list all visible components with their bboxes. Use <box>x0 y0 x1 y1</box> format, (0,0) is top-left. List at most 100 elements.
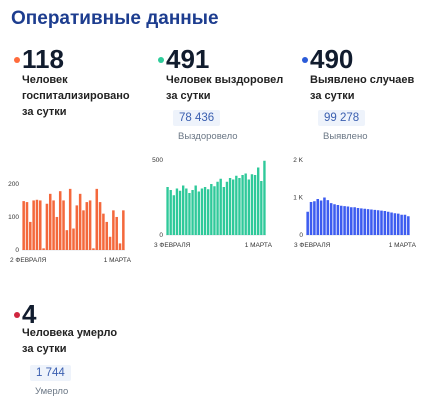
recovered-description: Человек выздоровел за сутки <box>166 74 284 102</box>
bar <box>216 181 219 235</box>
bar <box>396 213 400 236</box>
bar <box>62 200 65 250</box>
y-tick-label: 0 <box>159 232 163 239</box>
bar <box>225 181 229 235</box>
bar <box>39 200 42 250</box>
bar <box>407 216 410 235</box>
deaths-dot-icon <box>14 312 20 318</box>
bar <box>194 185 197 235</box>
bar <box>346 206 350 235</box>
bar <box>326 200 330 236</box>
bar <box>253 175 257 235</box>
x-label-start: 3 ФЕВРАЛЯ <box>154 242 191 249</box>
bar <box>350 207 353 235</box>
bar <box>102 213 105 250</box>
x-label-end: 1 МАРТА <box>389 242 417 249</box>
detected-description: Выявлено случаев за сутки <box>310 74 415 102</box>
bar <box>356 208 360 235</box>
bar <box>45 203 49 250</box>
bar <box>238 178 241 235</box>
bar <box>390 212 393 235</box>
bar <box>175 188 179 235</box>
x-label-end: 1 МАРТА <box>245 242 273 249</box>
bar <box>313 201 316 235</box>
bar <box>247 179 251 235</box>
bar <box>197 191 201 235</box>
deaths-total: 1 744 <box>30 365 71 381</box>
bar <box>112 210 115 250</box>
bar <box>55 216 59 250</box>
hospitalized-dot-icon <box>14 57 20 63</box>
bar <box>309 202 313 235</box>
bar <box>250 174 254 235</box>
detected-dot-icon <box>302 57 308 63</box>
bar <box>185 188 188 235</box>
bar <box>241 175 244 235</box>
bar <box>232 179 235 235</box>
bar <box>370 209 373 235</box>
bar <box>263 160 266 235</box>
bar <box>191 190 194 235</box>
bar <box>319 200 323 235</box>
bar <box>35 199 39 250</box>
bar <box>386 211 390 235</box>
x-label-end: 1 МАРТА <box>104 257 132 264</box>
detected-count: 490 <box>310 44 354 74</box>
bar <box>108 236 112 250</box>
bar <box>32 200 35 250</box>
deaths-total-label: Умерло <box>35 386 69 397</box>
bar <box>98 202 102 250</box>
bar <box>363 208 366 235</box>
bar <box>182 185 185 235</box>
bar <box>329 203 333 236</box>
detected-total-label: Выявлено <box>323 131 368 142</box>
y-tick-label: 0 <box>299 232 303 239</box>
bar <box>65 230 69 250</box>
bar <box>353 207 356 235</box>
bar <box>339 205 343 235</box>
bar <box>42 248 45 250</box>
bar <box>380 210 383 236</box>
bar <box>207 189 210 235</box>
bar <box>316 199 320 235</box>
y-tick-label: 2 K <box>293 157 303 164</box>
recovered-chart: 500 0 3 ФЕВРАЛЯ 1 МАРТА <box>152 157 273 249</box>
bar <box>115 216 118 250</box>
bar <box>400 214 403 235</box>
bar <box>88 200 92 250</box>
deaths-description: Человека умерло за сутки <box>22 327 118 355</box>
y-tick-label: 1 K <box>293 195 303 202</box>
y-tick-label: 200 <box>8 181 19 188</box>
x-label-start: 3 ФЕВРАЛЯ <box>294 242 331 249</box>
recovered-total: 78 436 <box>173 110 221 126</box>
bar <box>222 187 226 235</box>
bar <box>403 214 407 235</box>
bar <box>25 202 29 250</box>
bar <box>95 188 99 250</box>
bar <box>122 210 125 250</box>
bar <box>78 193 82 250</box>
bar <box>52 200 55 250</box>
bar <box>343 206 346 236</box>
page-title: Оперативные данные <box>11 8 219 29</box>
bar <box>393 213 397 235</box>
bar <box>200 188 204 235</box>
bar <box>244 173 247 235</box>
bar <box>203 187 207 235</box>
bar <box>75 205 79 250</box>
bar <box>366 209 370 236</box>
bar <box>22 201 25 250</box>
recovered-count: 491 <box>166 44 210 74</box>
bar <box>118 243 122 250</box>
bar <box>383 211 387 235</box>
deaths-count: 4 <box>22 299 37 329</box>
bar <box>178 190 182 235</box>
y-tick-label: 0 <box>15 247 19 254</box>
bar <box>188 193 191 235</box>
bar <box>260 181 263 235</box>
y-tick-label: 500 <box>152 157 163 164</box>
bar <box>92 248 95 250</box>
bar <box>58 191 62 250</box>
bar <box>306 211 309 235</box>
bar <box>336 205 340 235</box>
